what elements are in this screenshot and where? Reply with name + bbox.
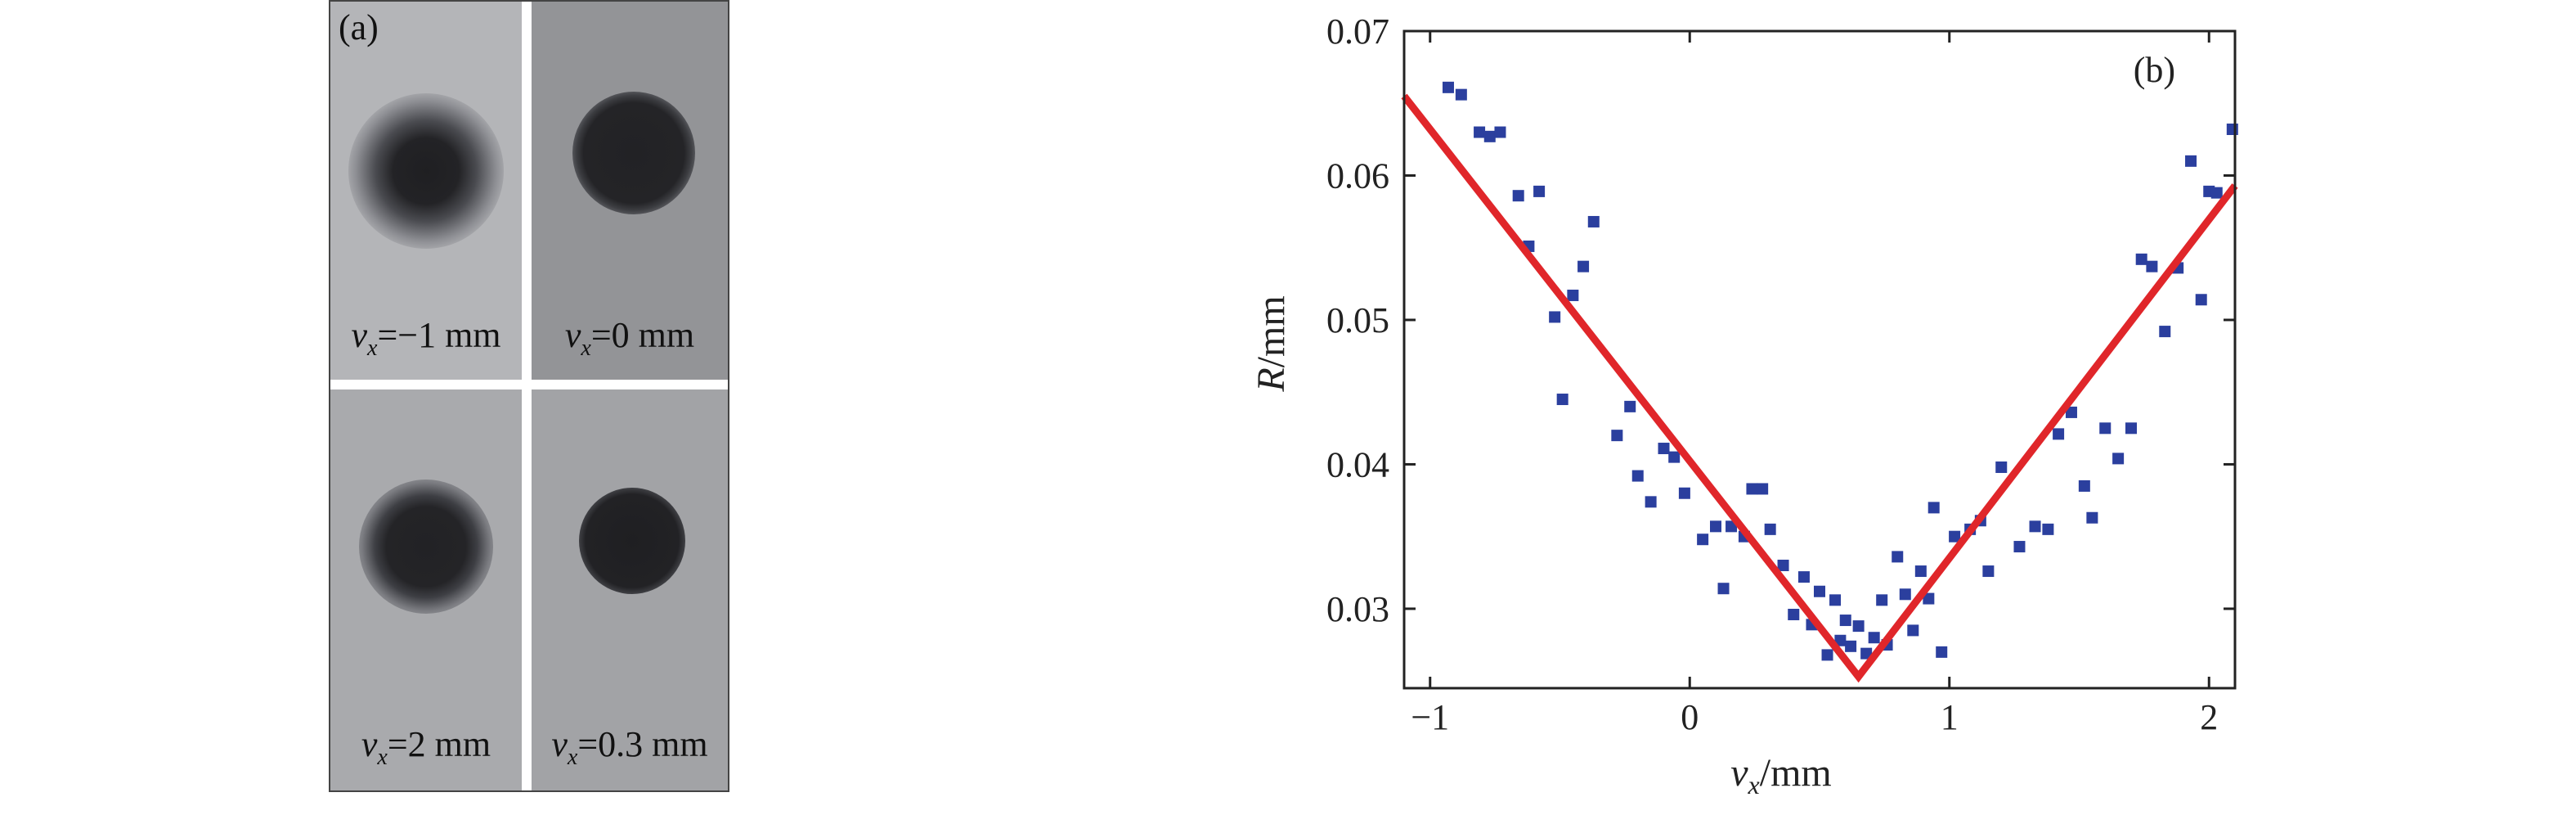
data-point [1914, 565, 1927, 578]
axes: −1 0 1 2 0.03 0.04 0.05 0.06 0.07 [1326, 11, 2237, 737]
x-tick-label: 0 [1681, 697, 1699, 737]
data-point [2086, 511, 2098, 524]
dark-spot [359, 480, 493, 614]
data-point [1868, 632, 1880, 644]
x-tick-label: −1 [1411, 697, 1449, 737]
data-point [1455, 88, 1467, 101]
tile-label: vx=2 mm [361, 724, 491, 770]
data-point [1923, 592, 1935, 605]
data-point [2053, 428, 2065, 440]
dark-spot [572, 92, 695, 214]
data-point [1611, 430, 1623, 442]
data-point [2226, 124, 2238, 136]
data-point [1556, 394, 1568, 406]
data-point [1678, 487, 1690, 499]
data-point [1533, 185, 1546, 197]
tile-label: vx=0 mm [564, 315, 695, 361]
data-point [1631, 470, 1644, 482]
data-point [1839, 615, 1851, 627]
data-point [1746, 483, 1758, 495]
data-point [2159, 326, 2171, 338]
data-point [1512, 190, 1524, 202]
data-point [2210, 187, 2223, 199]
panel-a-image-grid: vx=−1 mm vx=0 mm vx=2 mm vx=0.3 mm (a) [329, 0, 729, 792]
data-point [1852, 620, 1865, 633]
data-point [1788, 608, 1800, 620]
data-point [2185, 155, 2197, 167]
data-point [1549, 311, 1561, 323]
data-point [1710, 520, 1721, 533]
dark-spot [579, 488, 685, 594]
data-point [1764, 523, 1776, 535]
tile-top-left: vx=−1 mm [330, 2, 522, 380]
data-point [1442, 81, 1454, 93]
data-point [2078, 480, 2090, 492]
data-point [1658, 443, 1670, 455]
y-tick-label: 0.06 [1326, 155, 1389, 196]
data-point [2042, 523, 2054, 535]
tile-label: vx=−1 mm [351, 315, 501, 361]
data-point [2195, 294, 2207, 306]
data-point [1797, 571, 1810, 583]
data-point [1821, 649, 1833, 661]
data-point [2065, 406, 2077, 418]
data-point [1483, 130, 1496, 142]
tile-top-right: vx=0 mm [532, 2, 728, 380]
data-point [1892, 551, 1904, 563]
data-point [1697, 534, 1709, 546]
tile-bottom-left: vx=2 mm [330, 389, 522, 790]
data-point [1624, 400, 1636, 412]
y-tick-label: 0.04 [1326, 444, 1389, 484]
data-point [1907, 624, 1919, 637]
x-axis-title: vx/mm [1730, 751, 1832, 799]
data-point [2099, 422, 2112, 435]
data-point [1645, 496, 1657, 508]
y-tick-label: 0.05 [1326, 300, 1389, 340]
data-point [1567, 289, 1579, 301]
data-point [2013, 541, 2026, 553]
data-point [1757, 483, 1769, 495]
data-point [2029, 520, 2041, 533]
data-point [1928, 502, 1940, 514]
data-point [2112, 453, 2125, 465]
data-point [2146, 260, 2158, 272]
data-point [1587, 215, 1600, 227]
y-tick-label: 0.03 [1326, 589, 1389, 629]
data-point [1834, 634, 1847, 646]
plot-frame [1402, 29, 2237, 690]
plot-area [1401, 81, 2238, 683]
data-point [1982, 565, 1995, 578]
data-point [1876, 594, 1888, 606]
data-point [1995, 461, 2008, 473]
data-point [1899, 588, 1911, 601]
data-point [1949, 530, 1961, 543]
tile-label: vx=0.3 mm [551, 724, 708, 770]
data-point [1474, 126, 1486, 138]
data-point [1577, 260, 1590, 272]
y-axis-title: R/mm [1250, 295, 1293, 392]
x-tick-label: 2 [2200, 697, 2218, 737]
data-point [1814, 585, 1825, 597]
panel-b-scatter-chart: −1 0 1 2 0.03 0.04 0.05 0.06 0.07 (b) R/mm vx/mm [1250, 11, 2238, 799]
y-tick-label: 0.07 [1326, 11, 1389, 52]
data-point [1668, 451, 1681, 463]
data-point [1845, 640, 1857, 652]
tile-bottom-right: vx=0.3 mm [532, 389, 728, 790]
data-point [1717, 583, 1730, 595]
data-point [2135, 253, 2147, 265]
data-point [2125, 422, 2137, 435]
panel-a-label: (a) [339, 7, 379, 47]
data-point [1777, 559, 1789, 571]
data-point [1936, 646, 1948, 658]
data-point [1860, 647, 1873, 660]
panel-b-label: (b) [2134, 50, 2175, 90]
data-point [1494, 126, 1506, 138]
dark-spot [348, 93, 504, 249]
x-tick-label: 1 [1941, 697, 1959, 737]
fit-line [1401, 93, 2238, 683]
data-point [1829, 594, 1842, 606]
